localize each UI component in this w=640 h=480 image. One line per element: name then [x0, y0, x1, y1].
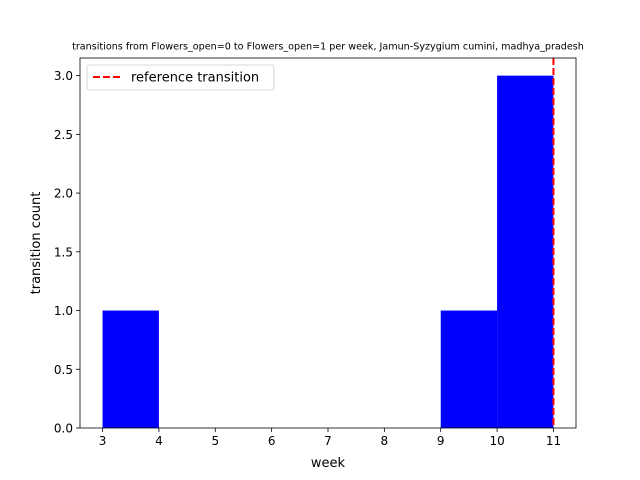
- y-tick-label: 0.5: [54, 363, 73, 377]
- axes-group: 3 4 5 6 7 8 9 10 11 0.0 0.5 1.0 1.5 2.0 2.5 3.0: [54, 57, 577, 448]
- histogram-bar: [497, 75, 554, 428]
- x-tick-label: 3: [99, 434, 107, 448]
- legend-label: reference transition: [131, 71, 259, 86]
- y-tick-label: 2.0: [54, 187, 73, 201]
- y-tick-label: 0.0: [54, 422, 73, 436]
- y-tick-label: 3.0: [54, 69, 73, 83]
- legend: reference transition: [86, 64, 275, 91]
- x-tick-label: 11: [546, 434, 561, 448]
- x-axis-label: week: [311, 456, 346, 471]
- y-tick-label: 1.0: [54, 304, 73, 318]
- bars-group: [102, 75, 554, 428]
- x-tick-label: 6: [268, 434, 276, 448]
- x-tick-label: 8: [381, 434, 389, 448]
- chart-title: transitions from Flowers_open=0 to Flowe…: [72, 42, 584, 53]
- histogram-bar: [440, 310, 498, 428]
- legend-box: [86, 64, 275, 91]
- x-tick-label: 5: [211, 434, 219, 448]
- x-tick-label: 4: [155, 434, 163, 448]
- y-axis-label: transition count: [29, 192, 44, 295]
- histogram-bar: [102, 310, 159, 428]
- x-tick-label: 10: [489, 434, 504, 448]
- x-tick-label: 9: [437, 434, 445, 448]
- y-tick-label: 1.5: [54, 245, 73, 259]
- y-tick-label: 2.5: [54, 128, 73, 142]
- x-tick-label: 7: [324, 434, 332, 448]
